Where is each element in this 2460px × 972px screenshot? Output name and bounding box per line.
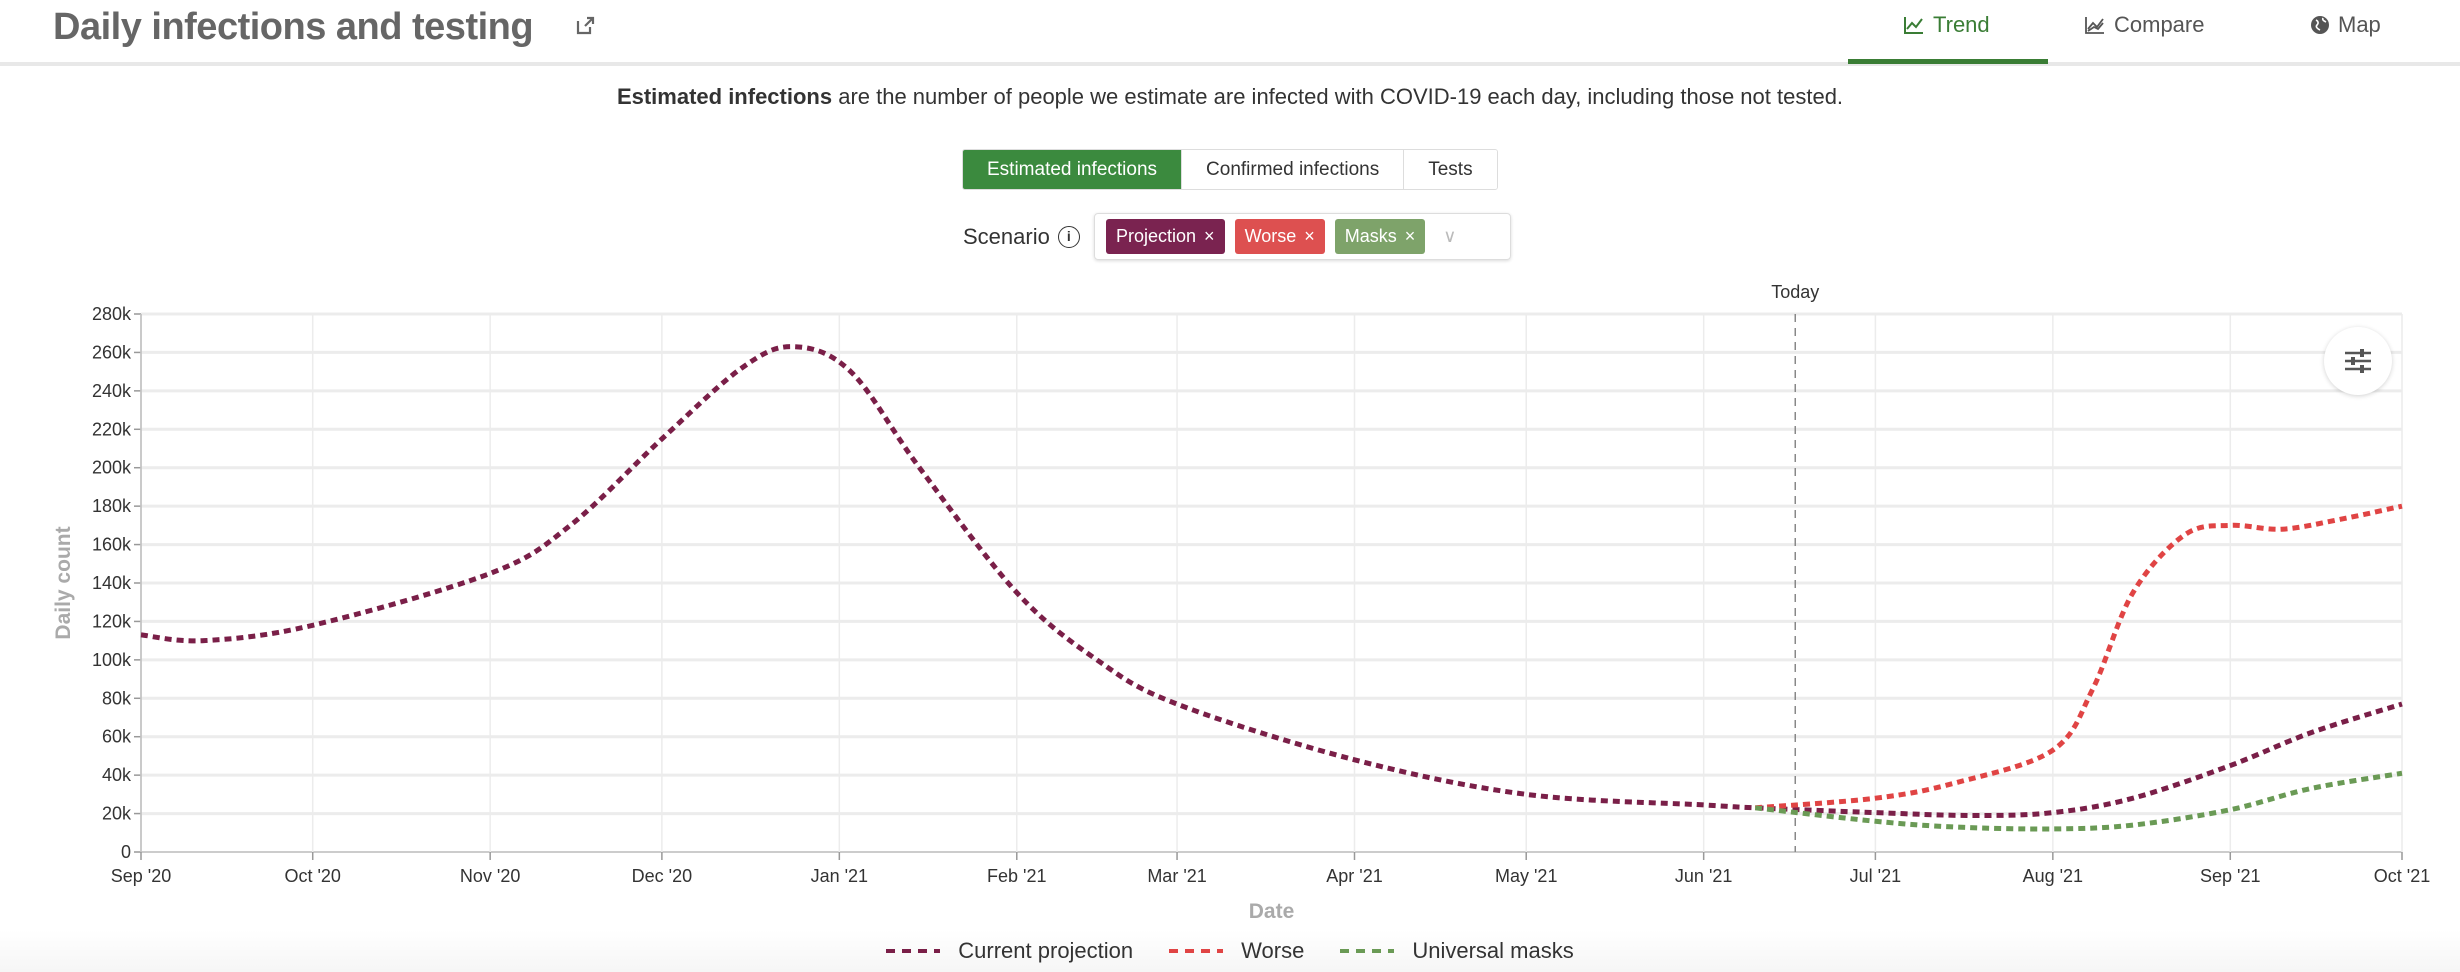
tab-label: Map <box>2338 12 2381 37</box>
header: Daily infections and testing Trend Compa… <box>0 0 2460 66</box>
y-tick-label: 260k <box>92 342 132 362</box>
x-tick-label: Dec '20 <box>632 866 692 886</box>
y-axis-label: Daily count <box>52 526 75 639</box>
x-tick-label: Jun '21 <box>1675 866 1732 886</box>
legend: Current projection Worse Universal masks <box>0 930 2460 972</box>
tab-map[interactable]: Map <box>2310 12 2381 38</box>
y-tick-label: 20k <box>102 804 132 824</box>
legend-swatch <box>1169 949 1224 953</box>
compare-chart-icon <box>2085 17 2104 34</box>
y-tick-label: 240k <box>92 381 132 401</box>
globe-icon <box>2311 16 2329 34</box>
scenario-label-text: Scenario <box>963 224 1050 249</box>
x-tick-label: Oct '20 <box>284 866 340 886</box>
line-chart-icon <box>1904 17 1923 34</box>
x-tick-label: Sep '20 <box>111 866 172 886</box>
x-tick-label: May '21 <box>1495 866 1557 886</box>
active-tab-indicator <box>1848 59 2048 64</box>
x-tick-label: Aug '21 <box>2023 866 2084 886</box>
x-tick-label: Mar '21 <box>1147 866 1206 886</box>
x-tick-label: Sep '21 <box>2200 866 2261 886</box>
y-tick-label: 160k <box>92 535 132 555</box>
description-text: are the number of people we estimate are… <box>832 84 1844 109</box>
tab-trend[interactable]: Trend <box>1903 12 1990 38</box>
toggle-tests[interactable]: Tests <box>1404 150 1497 189</box>
tab-label: Compare <box>2114 12 2205 37</box>
y-tick-label: 0 <box>121 842 131 862</box>
chevron-down-icon[interactable]: ∨ <box>1443 226 1457 246</box>
description-term: Estimated infections <box>616 84 833 109</box>
today-label: Today <box>1771 282 1819 302</box>
chip-projection: Projection × <box>1106 219 1225 254</box>
remove-chip-icon[interactable]: × <box>1204 226 1215 246</box>
toggle-estimated-infections[interactable]: Estimated infections <box>963 150 1183 189</box>
y-tick-label: 180k <box>92 496 132 516</box>
legend-item-current-projection[interactable]: Current projection <box>886 938 1133 964</box>
x-tick-label: Apr '21 <box>1326 866 1382 886</box>
y-tick-label: 80k <box>102 688 132 708</box>
chip-masks: Masks × <box>1334 219 1426 254</box>
y-tick-label: 100k <box>92 650 132 670</box>
chip-worse: Worse × <box>1234 219 1325 254</box>
tab-label: Trend <box>1933 12 1990 37</box>
y-tick-label: 120k <box>92 611 132 631</box>
remove-chip-icon[interactable]: × <box>1404 226 1416 246</box>
scenario-select[interactable]: Projection × Worse × Masks × ∨ <box>1094 213 1511 260</box>
chart-settings-button[interactable] <box>2324 327 2392 395</box>
series-line-universal-masks <box>1754 770 2403 832</box>
toggle-confirmed-infections[interactable]: Confirmed infections <box>1182 150 1405 189</box>
y-tick-label: 280k <box>92 304 132 324</box>
external-link-icon[interactable] <box>575 16 595 36</box>
legend-swatch <box>886 949 941 953</box>
y-tick-label: 140k <box>92 573 132 593</box>
chip-label: Projection <box>1116 226 1197 246</box>
y-tick-label: 220k <box>92 419 132 439</box>
legend-label: Universal masks <box>1412 938 1574 963</box>
legend-item-worse[interactable]: Worse <box>1169 938 1304 964</box>
legend-label: Worse <box>1241 938 1305 963</box>
chip-label: Masks <box>1344 226 1397 246</box>
x-tick-label: Jan '21 <box>811 866 868 886</box>
metric-toggle: Estimated infections Confirmed infection… <box>962 149 1498 190</box>
x-axis-label: Date <box>1249 900 1295 923</box>
x-tick-label: Feb '21 <box>987 866 1046 886</box>
legend-label: Current projection <box>958 938 1134 963</box>
y-tick-label: 60k <box>102 727 132 747</box>
chip-label: Worse <box>1244 226 1297 246</box>
y-tick-label: 40k <box>102 765 132 785</box>
series-line-current-projection <box>140 344 2403 818</box>
x-tick-label: Oct '21 <box>2374 866 2430 886</box>
y-tick-label: 200k <box>92 458 132 478</box>
legend-swatch <box>1340 949 1395 953</box>
x-tick-label: Jul '21 <box>1850 866 1901 886</box>
description: Estimated infections are the number of p… <box>0 84 2460 110</box>
x-tick-label: Nov '20 <box>460 866 520 886</box>
series-line-worse <box>1754 503 2403 811</box>
chart: 0 20k 40k 60k 80k 100k 120k 140k 160k 180k 200k 220… <box>52 282 2430 923</box>
page-title: Daily infections and testing <box>53 6 534 48</box>
info-icon[interactable]: i <box>1057 226 1080 248</box>
remove-chip-icon[interactable]: × <box>1304 226 1315 246</box>
legend-item-universal-masks[interactable]: Universal masks <box>1340 938 1574 964</box>
tab-compare[interactable]: Compare <box>2084 12 2204 38</box>
scenario-label: Scenario i <box>963 224 1080 250</box>
sliders-icon <box>2345 349 2371 373</box>
